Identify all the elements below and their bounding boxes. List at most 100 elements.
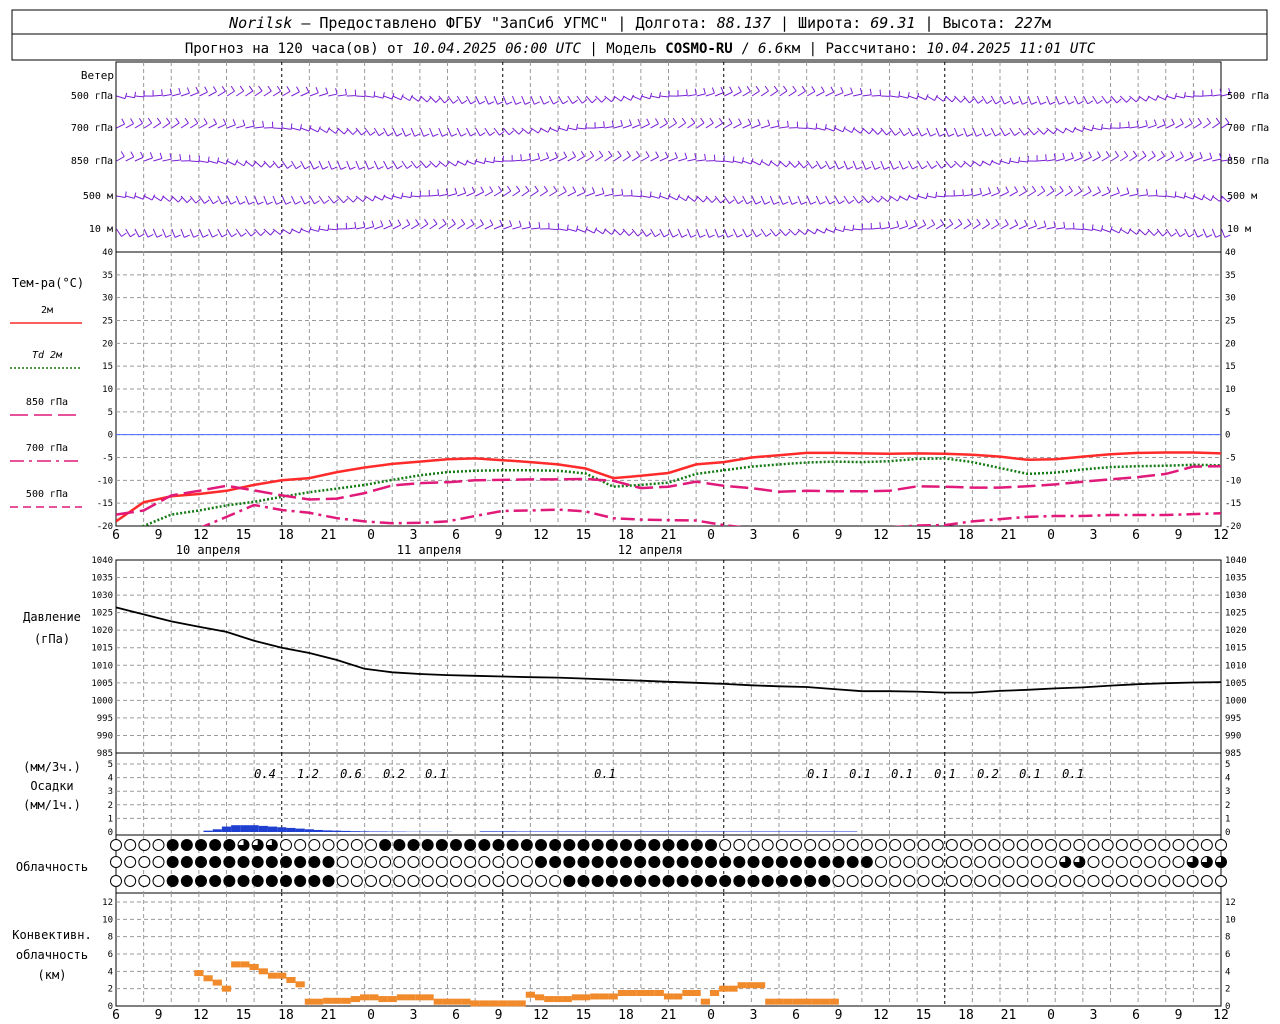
wind-barb-shaft — [475, 224, 484, 230]
wind-barb-shaft — [245, 160, 253, 167]
cloud-symbol — [719, 839, 732, 851]
wind-barb-flag — [1199, 152, 1203, 158]
wind-barb-flag — [433, 218, 438, 225]
wind-barb-flag — [178, 87, 181, 94]
cloud-partial-fill — [1073, 856, 1085, 868]
cloud-symbol — [492, 856, 505, 868]
wind-barb-shaft — [604, 228, 612, 235]
wind-barb-shaft — [374, 225, 383, 230]
wind-barb-shaft — [1221, 93, 1231, 97]
wind-barb-shaft — [926, 95, 935, 101]
wind-barb-shaft — [641, 123, 650, 129]
wind-barb-flag — [1100, 123, 1103, 131]
wind-barb-flag — [266, 201, 273, 205]
wind-barb-shaft — [171, 228, 176, 238]
wind-barb-flag — [1077, 100, 1084, 105]
temp-tick-label-right: -15 — [1225, 499, 1241, 509]
wind-barb-flag — [221, 86, 226, 92]
wind-barb-flag — [1033, 130, 1039, 136]
wind-barb-flag — [242, 119, 246, 126]
wind-barb-shaft — [447, 223, 456, 230]
cloud-fill — [209, 856, 221, 868]
convective-bar — [267, 972, 278, 979]
wind-barb-shaft — [429, 95, 437, 103]
wind-barb-flag — [354, 222, 357, 229]
temp-tick-label-right: 20 — [1225, 339, 1236, 349]
wind-barb-shaft — [1009, 224, 1018, 230]
wind-barb-shaft — [272, 195, 277, 205]
cloud-fill — [563, 856, 575, 868]
wind-barb-shaft — [235, 160, 245, 167]
cloud-symbol — [974, 839, 987, 851]
cloud-symbol — [1172, 839, 1185, 851]
wind-barb-shaft — [364, 160, 370, 170]
wind-barb-flag — [387, 132, 394, 137]
wind-level-label: 500 м — [83, 191, 113, 202]
wind-barb-shaft — [1138, 228, 1146, 236]
wind-barb-shaft — [742, 160, 752, 165]
wind-barb-flag — [815, 123, 818, 130]
wind-barb-flag — [1100, 225, 1104, 232]
cloud-fill — [648, 856, 660, 868]
cloud-symbol — [124, 839, 137, 851]
cloud-fill — [592, 875, 604, 887]
wind-barb-flag — [700, 117, 705, 124]
time-tick-label: 0 — [1047, 1008, 1055, 1023]
wind-barb-flag — [451, 218, 456, 225]
time-tick-label: 9 — [495, 528, 503, 543]
wind-barb-shaft — [410, 223, 420, 230]
wind-barb-shaft — [1110, 228, 1120, 234]
wind-barb-shaft — [180, 92, 190, 97]
wind-barb-flag — [1079, 151, 1083, 158]
wind-barb-flag — [741, 157, 744, 164]
wind-barb-shaft — [466, 160, 475, 165]
wind-barb-shaft — [1175, 156, 1184, 162]
wind-barb-shaft — [254, 126, 264, 129]
wind-barb-shaft — [917, 95, 927, 101]
wind-barb-shaft — [521, 226, 531, 230]
wind-barb-shaft — [254, 160, 262, 168]
convective-bar — [332, 997, 342, 1004]
cloud-symbol — [733, 839, 746, 851]
precip-bar — [792, 831, 803, 832]
precip-bar — [571, 831, 582, 832]
wind-barb-flag — [400, 94, 404, 101]
wind-barb-shaft — [484, 95, 489, 105]
time-tick-label: 21 — [321, 1008, 337, 1023]
cloud-fill — [606, 875, 618, 887]
wind-barb-flag — [250, 231, 256, 237]
wind-barb-flag — [396, 132, 403, 137]
wind-barb-flag — [130, 118, 135, 124]
cloud-symbol — [1016, 856, 1029, 868]
cloud-symbol — [492, 875, 505, 887]
wind-barb-flag — [572, 151, 577, 157]
time-tick-label: 9 — [835, 1008, 843, 1023]
wind-barb-flag — [299, 124, 302, 131]
wind-barb-shaft — [199, 123, 208, 129]
cloud-symbol — [393, 875, 406, 887]
wind-barb-shaft — [383, 95, 393, 100]
wind-barb-shaft — [208, 123, 217, 129]
precip-bar — [848, 831, 858, 832]
cloud-symbol — [1059, 839, 1072, 851]
wind-barb-flag — [327, 224, 330, 231]
wind-barb-flag — [174, 234, 181, 238]
wind-barb-shaft — [935, 195, 946, 198]
wind-barb-shaft — [917, 195, 927, 200]
precip-bar — [608, 831, 618, 832]
cloud-symbol — [889, 875, 902, 887]
wind-barb-shaft — [1083, 228, 1093, 231]
wind-barb-flag — [801, 85, 806, 92]
wind-barb-flag — [331, 166, 338, 170]
wind-barb-shaft — [935, 160, 942, 169]
wind-barb-shaft — [733, 228, 738, 238]
wind-barb-shaft — [705, 122, 714, 129]
wind-barb-shaft — [641, 195, 651, 198]
time-tick-label: 18 — [958, 1008, 974, 1023]
cloud-symbol — [336, 875, 349, 887]
wind-barb-flag — [323, 199, 330, 204]
wind-barb-shaft — [355, 160, 360, 170]
wind-barb-shaft — [484, 127, 491, 136]
wind-barb-flag — [1146, 188, 1149, 195]
wind-barb-shaft — [1009, 127, 1015, 136]
